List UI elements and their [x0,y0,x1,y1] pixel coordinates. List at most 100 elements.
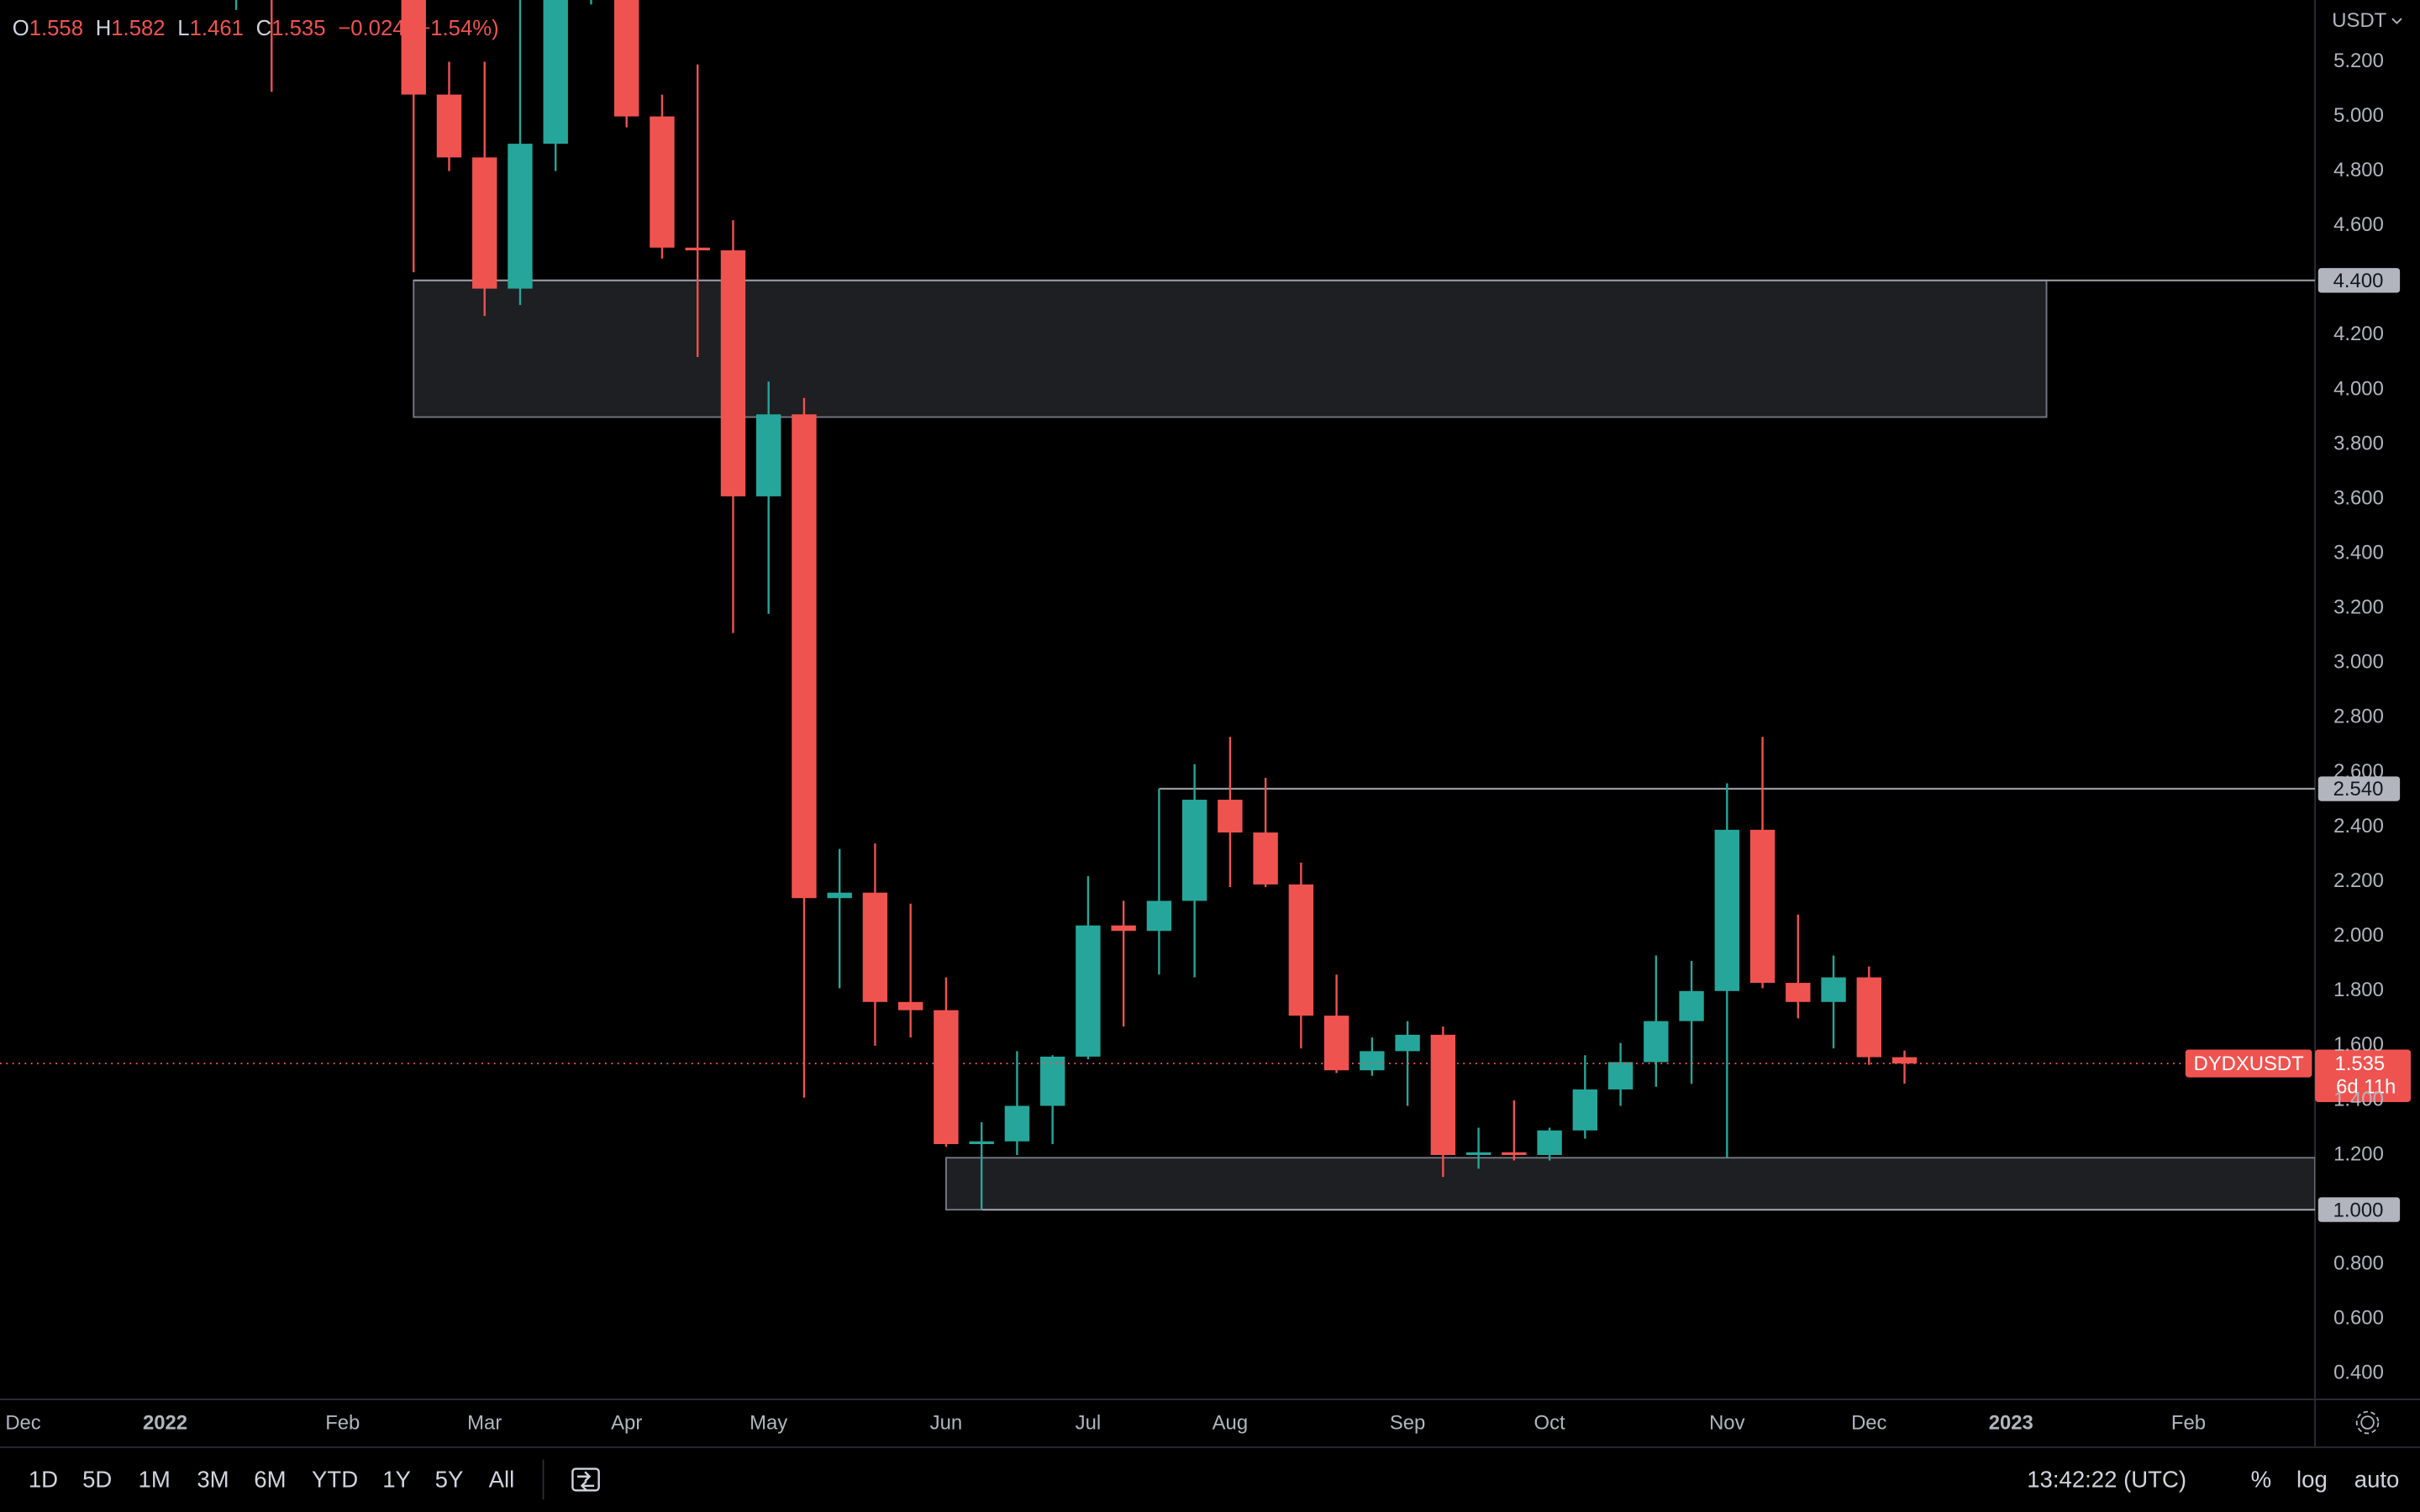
candle-body [969,1141,994,1145]
scale-option[interactable]: % [2251,1467,2272,1493]
range-button[interactable]: 6M [254,1467,286,1493]
candle-body [1891,1057,1918,1064]
candle-body [1430,1034,1456,1156]
x-tick-label: 2022 [143,1412,187,1435]
y-tick-label: 1.800 [2333,979,2384,1001]
candle-body [614,0,639,117]
x-tick-label: Feb [2171,1412,2206,1435]
y-tick-label: 5.000 [2333,104,2384,127]
candle-body [934,1010,959,1145]
countdown-label: 6d 11h [2336,1076,2396,1099]
legend-value: 1.558 [29,17,83,40]
x-tick-label: Mar [467,1412,502,1435]
candle-body [1360,1051,1385,1071]
range-button[interactable]: 5D [82,1467,112,1493]
y-tick-label: 3.800 [2333,432,2384,454]
x-tick-label: Apr [611,1412,642,1435]
level-label: 1.000 [2333,1199,2384,1221]
zone [944,1157,2316,1211]
candle-body [1323,1016,1349,1071]
candle-body [1537,1130,1562,1156]
level-label-box [2317,776,2401,801]
candle-body [1714,829,1740,991]
legend-key: H [96,17,112,40]
level-label: 4.400 [2333,270,2384,292]
currency[interactable]: USDT [2332,9,2386,32]
candle-body [1644,1021,1669,1063]
candle-body [1395,1034,1420,1052]
y-tick-label: 3.400 [2333,542,2384,564]
candle-body [436,94,462,158]
candle-body [472,157,497,289]
candle-body [1039,1056,1065,1106]
candle-body [543,0,568,144]
candle-body [685,247,710,251]
range-button[interactable]: 1M [139,1467,171,1493]
y-tick-label: 2.800 [2333,706,2384,728]
date-range-icon[interactable] [571,1467,600,1492]
candle-body [1288,884,1314,1016]
candle-body [1502,1152,1527,1156]
candle-body [1572,1089,1598,1131]
x-tick-label: Dec [1851,1412,1887,1435]
candle-body [862,892,888,1002]
clock: 13:42:22 (UTC) [2027,1467,2186,1493]
level-label-box [2317,268,2401,293]
legend-key: O [13,17,29,40]
y-tick-label: 0.800 [2333,1252,2384,1274]
y-tick-label: 2.200 [2333,869,2384,892]
y-tick-label: 3.200 [2333,596,2384,619]
range-button[interactable]: 3M [197,1467,229,1493]
y-tick-label: 4.000 [2333,377,2384,400]
candle-body [827,892,852,899]
toolbar [0,1446,2420,1512]
y-tick-label: 1.400 [2333,1088,2384,1110]
currency-chevron [2391,18,2402,24]
scale-option[interactable]: log [2296,1467,2328,1493]
candle-body [1607,1062,1634,1089]
y-tick-label: 2.600 [2333,760,2384,783]
level-label: 2.540 [2333,778,2384,801]
legend-change: −0.024 (−1.54%) [338,17,498,40]
y-tick-label: 0.400 [2333,1362,2384,1384]
y-tick-label: 0.600 [2333,1307,2384,1330]
scale-option[interactable]: auto [2354,1467,2400,1493]
candle-body [1181,800,1207,901]
y-tick-label: 4.800 [2333,159,2384,181]
range-button[interactable]: 1Y [382,1467,411,1493]
candle-body [720,250,746,496]
candle-body [755,414,781,496]
last-price-box [2315,1049,2411,1102]
x-tick-label: Oct [1534,1412,1565,1435]
settings-icon[interactable] [2355,1410,2380,1435]
candle-body [1821,977,1846,1002]
candle-body [401,0,426,95]
candle-body [1856,977,1881,1058]
candle-body [1146,900,1172,932]
candle-body [792,414,817,899]
legend-value: 1.582 [111,17,165,40]
candle-body [897,1001,923,1011]
candle-body [1218,800,1243,833]
y-tick-label: 1.600 [2333,1033,2384,1056]
candle-body [1679,990,1704,1021]
range-button[interactable]: 5Y [435,1467,464,1493]
range-button[interactable]: YTD [312,1467,358,1493]
y-tick-label: 4.200 [2333,323,2384,345]
range-button[interactable]: 1D [29,1467,58,1493]
candle-body [1465,1152,1491,1156]
x-tick-label: May [750,1412,787,1435]
x-tick-label: Jun [930,1412,962,1435]
candle-body [650,116,675,248]
x-tick-label: Aug [1213,1412,1248,1435]
plot-area [0,0,2316,1211]
candle-body [1004,1105,1030,1142]
x-tick-label: Feb [325,1412,360,1435]
y-tick-label: 2.400 [2333,815,2384,837]
symbol-label: DYDXUSDT [2193,1053,2304,1075]
x-tick-label: Dec [5,1412,40,1435]
y-tick-label: 2.000 [2333,924,2384,947]
range-button[interactable]: All [489,1467,515,1493]
